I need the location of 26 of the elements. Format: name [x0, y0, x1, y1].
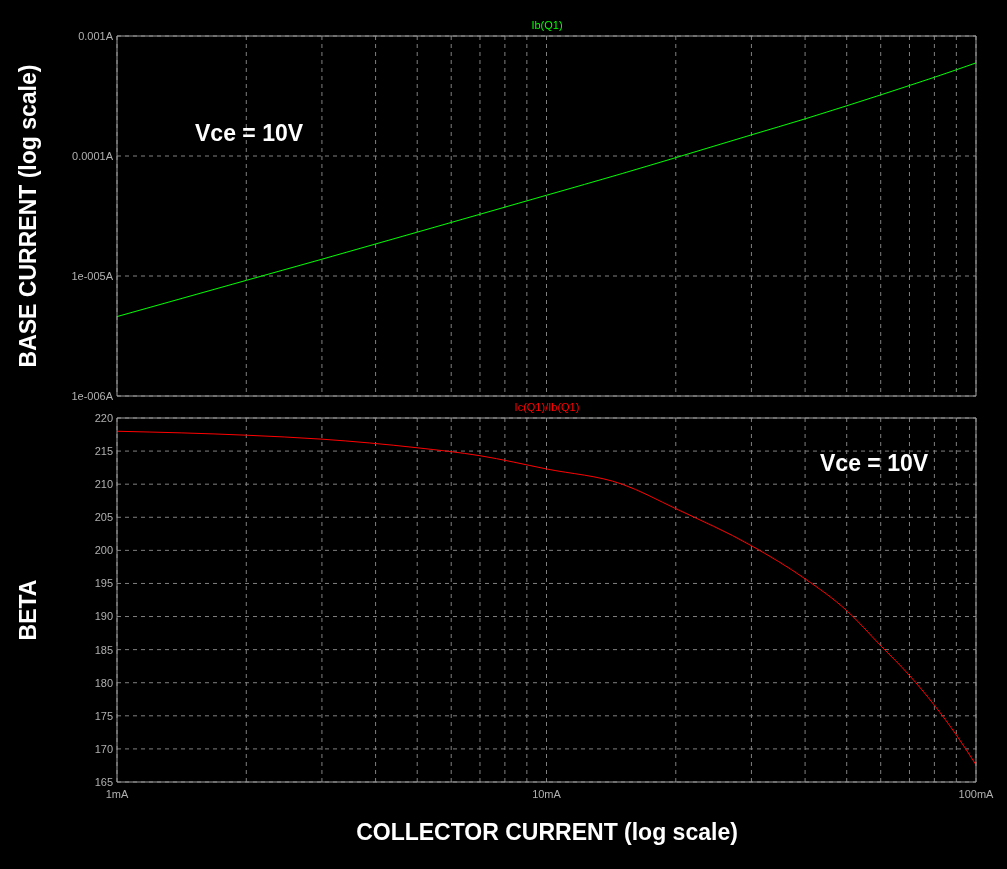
annotation: Vce = 10V	[820, 450, 929, 477]
y-tick-label: 215	[94, 445, 113, 457]
x-tick-label: 1mA	[105, 787, 129, 800]
y-tick-label: 185	[94, 643, 113, 656]
y-tick-label: 200	[94, 544, 113, 557]
text: Ib(Q1)	[531, 19, 563, 31]
y-tick-label: 210	[94, 478, 113, 491]
y-tick-label: 1e-006A	[71, 389, 114, 402]
y-axis-title: BETA	[14, 579, 42, 640]
x-axis-title: COLLECTOR CURRENT (log scale)	[355, 819, 739, 846]
text: Ic(Q1)/Ib(Q1)	[514, 401, 580, 413]
y-tick-label: 0.0001A	[72, 149, 114, 162]
y-tick-label: 180	[94, 676, 113, 689]
y-tick-label: 0.001A	[78, 29, 114, 42]
x-tick-label: 10mA	[532, 787, 562, 800]
y-tick-label: 165	[94, 775, 113, 788]
y-tick-label: 220	[94, 411, 113, 424]
y-tick-label: 195	[94, 577, 113, 590]
y-tick-label: 190	[94, 610, 113, 623]
y-tick-label: 175	[94, 709, 113, 722]
x-tick-label: 100mA	[958, 787, 995, 800]
y-tick-label: 170	[94, 742, 113, 755]
y-tick-label: 1e-005A	[71, 269, 114, 282]
y-tick-label: 205	[94, 511, 113, 524]
y-axis-title: BASE CURRENT (log scale)	[14, 64, 42, 367]
annotation: Vce = 10V	[195, 120, 304, 147]
